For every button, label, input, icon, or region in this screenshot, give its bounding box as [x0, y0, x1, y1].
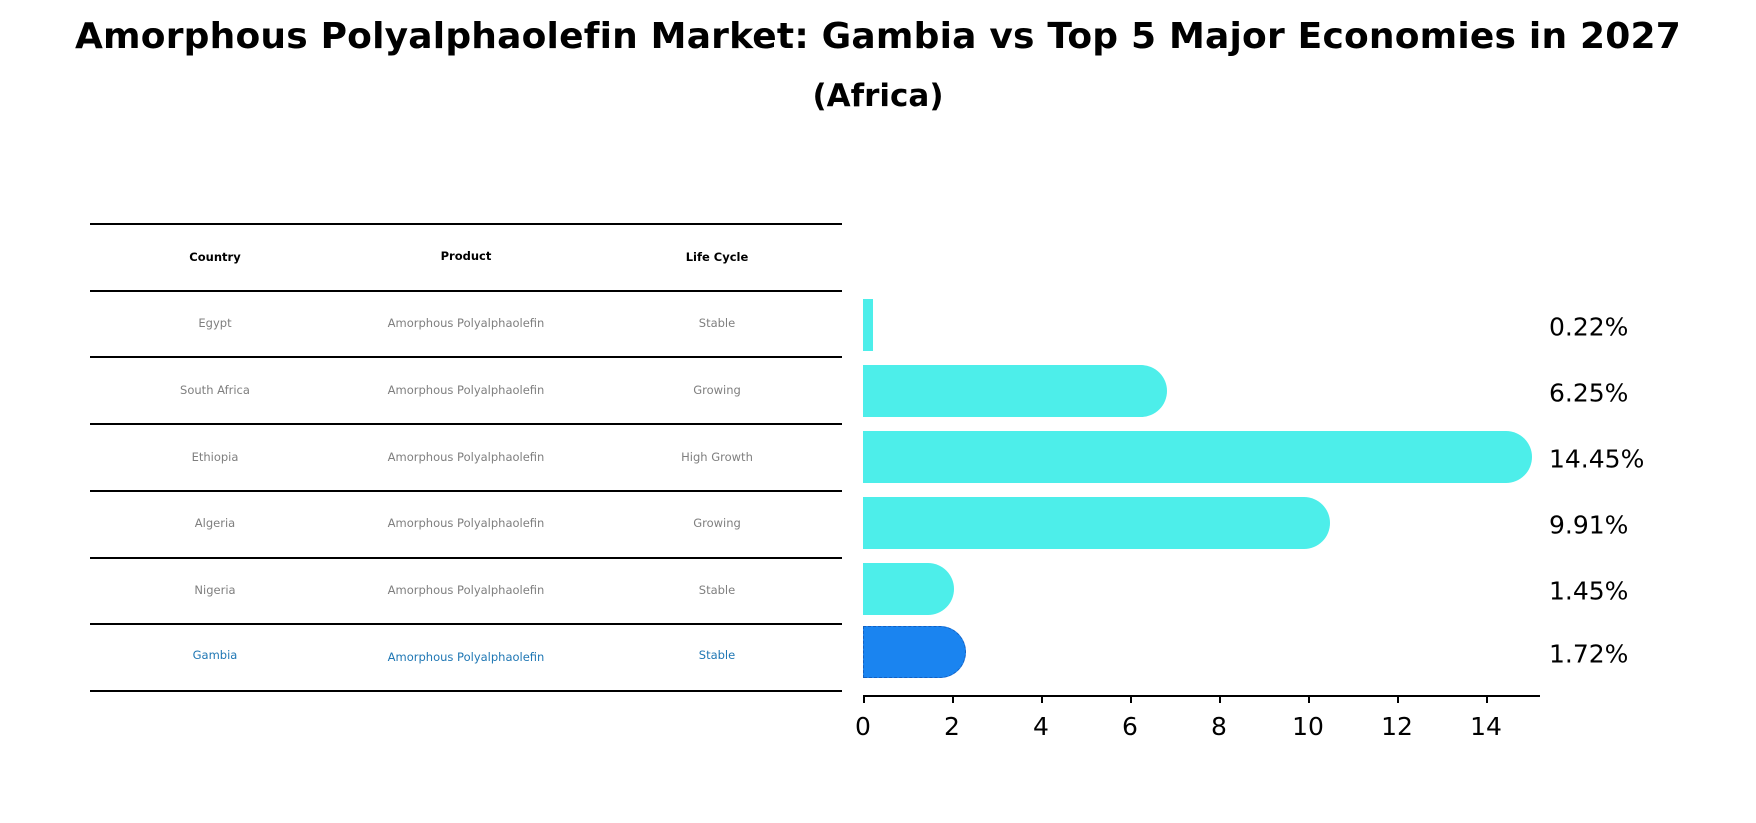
x-tick-label: 2: [944, 712, 960, 741]
bar-egypt: [863, 299, 873, 351]
table-row-country: Algeria: [194, 516, 236, 530]
table-row-life-cycle: Stable: [698, 316, 736, 330]
bar-ethiopia: [863, 431, 1533, 483]
table-row-product: Amorphous Polyalphaolefin: [387, 383, 545, 397]
value-label: 1.72%: [1549, 639, 1629, 669]
x-tick: [863, 695, 865, 703]
x-tick: [1486, 695, 1488, 703]
x-axis: [863, 695, 1540, 697]
chart-subtitle: (Africa): [812, 78, 944, 114]
table-row-product: Amorphous Polyalphaolefin: [387, 450, 545, 464]
table-rule: [90, 623, 842, 625]
value-label: 9.91%: [1549, 510, 1629, 540]
table-row-country: Ethiopia: [191, 450, 239, 464]
table-row-life-cycle: Growing: [693, 383, 741, 397]
x-tick: [1041, 695, 1043, 703]
table-row-country: South Africa: [180, 383, 250, 397]
value-label: 0.22%: [1549, 312, 1629, 342]
table-row-country-highlight: Gambia: [192, 648, 238, 662]
table-row-life-cycle: Stable: [698, 583, 736, 597]
table-rule: [90, 223, 842, 225]
table-row-product: Amorphous Polyalphaolefin: [387, 316, 545, 330]
x-tick: [1219, 695, 1221, 703]
x-tick: [952, 695, 954, 703]
table-rule: [90, 290, 842, 292]
table-row-life-cycle-highlight: Stable: [698, 648, 736, 662]
x-tick: [1397, 695, 1399, 703]
x-tick-label: 14: [1470, 712, 1502, 741]
table-row-life-cycle: Growing: [693, 516, 741, 530]
bar-nigeria: [863, 563, 954, 615]
x-tick-label: 6: [1122, 712, 1138, 741]
x-tick: [1308, 695, 1310, 703]
x-tick-label: 8: [1211, 712, 1227, 741]
bar-south-africa: [863, 365, 1168, 417]
table-row-product: Amorphous Polyalphaolefin: [387, 583, 545, 597]
bar-gambia: [863, 626, 966, 678]
x-tick-label: 12: [1381, 712, 1413, 741]
header-life-cycle: Life Cycle: [685, 250, 749, 264]
value-label: 14.45%: [1549, 444, 1645, 474]
header-country: Country: [189, 250, 241, 264]
table-row-country: Nigeria: [194, 583, 236, 597]
table-row-life-cycle: High Growth: [681, 450, 753, 464]
header-product: Product: [440, 249, 492, 263]
chart-title: Amorphous Polyalphaolefin Market: Gambia…: [74, 16, 1682, 57]
x-tick-label: 4: [1033, 712, 1049, 741]
table-rule: [90, 690, 842, 692]
table-row-country: Egypt: [198, 316, 232, 330]
x-tick: [1130, 695, 1132, 703]
table-row-product-highlight: Amorphous Polyalphaolefin: [387, 650, 545, 664]
bar-algeria: [863, 497, 1330, 549]
table-rule: [90, 490, 842, 492]
table-rule: [90, 423, 842, 425]
x-tick-label: 10: [1292, 712, 1324, 741]
value-label: 6.25%: [1549, 378, 1629, 408]
x-tick-label: 0: [855, 712, 871, 741]
table-rule: [90, 557, 842, 559]
value-label: 1.45%: [1549, 576, 1629, 606]
table-rule: [90, 356, 842, 358]
table-row-product: Amorphous Polyalphaolefin: [387, 516, 545, 530]
